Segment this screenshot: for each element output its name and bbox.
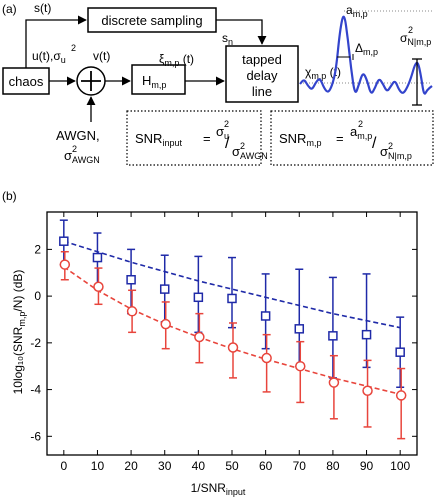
correlation-waveform bbox=[299, 15, 433, 95]
snr-mp-eq: = bbox=[336, 131, 344, 146]
u-sigma-sup: 2 bbox=[71, 43, 76, 53]
xi-label: ξm,p (t) bbox=[159, 52, 194, 68]
blue-data-point bbox=[395, 347, 405, 357]
u-t-label: u(t),σu bbox=[32, 49, 66, 65]
arrow-chaos-to-sampling bbox=[25, 15, 87, 68]
red-data-point bbox=[261, 352, 272, 364]
blue-data-point bbox=[294, 324, 305, 334]
x-tick-label: 30 bbox=[158, 459, 172, 473]
x-tick-label: 100 bbox=[390, 459, 410, 473]
y-tick-label: 0 bbox=[34, 289, 41, 303]
arrow-sampling-to-tdl bbox=[216, 19, 267, 45]
red-data-point bbox=[227, 342, 239, 353]
blue-data-point bbox=[328, 331, 338, 341]
chaos-label: chaos bbox=[9, 74, 44, 89]
snr-input-den: σAWGN bbox=[232, 144, 268, 161]
plot-frame bbox=[46, 211, 418, 456]
snr-mp-box bbox=[270, 110, 434, 166]
snr-input-eq: = bbox=[203, 131, 211, 146]
x-tick-label: 50 bbox=[225, 459, 239, 473]
filter-block bbox=[131, 64, 186, 95]
chaos-block bbox=[2, 67, 50, 95]
blue-data-point bbox=[193, 292, 204, 303]
red-data-point bbox=[194, 331, 205, 343]
panel-b-label: (b) bbox=[2, 189, 17, 203]
red-data-point bbox=[362, 385, 373, 396]
s-n-label: sn bbox=[222, 31, 233, 47]
filter-label: Hm,p bbox=[142, 73, 166, 90]
y-tick-label: -4 bbox=[30, 383, 41, 397]
snr-mp-den-sup: 2 bbox=[388, 141, 393, 151]
tdl-label-3: line bbox=[252, 84, 272, 99]
snr-input-den-sup: 2 bbox=[240, 141, 245, 151]
red-data-point bbox=[126, 306, 138, 317]
blue-data-point bbox=[227, 293, 237, 304]
awgn-sigma-label: σAWGN bbox=[64, 148, 100, 165]
tdl-label-2: delay bbox=[246, 68, 278, 83]
peak-amplitude-label: am,p bbox=[346, 3, 368, 19]
discrete-sampling-block bbox=[87, 7, 217, 33]
snr-mp-slash: / bbox=[372, 135, 377, 152]
y-tick-label: 2 bbox=[34, 242, 41, 256]
blue-data-point bbox=[159, 284, 170, 294]
blue-data-point bbox=[59, 236, 69, 246]
red-data-point bbox=[59, 259, 71, 270]
blue-data-point bbox=[361, 329, 372, 340]
delta-label: Δm,p bbox=[355, 41, 378, 57]
red-data-point bbox=[395, 390, 407, 401]
snr-input-num-sup: 2 bbox=[224, 119, 229, 129]
snr-mp-num-sup: 2 bbox=[358, 119, 363, 129]
x-tick-label: 90 bbox=[360, 459, 374, 473]
x-tick-label: 70 bbox=[293, 459, 307, 473]
v-t-label: v(t) bbox=[93, 49, 110, 63]
awgn-sigma-sup: 2 bbox=[72, 144, 77, 154]
y-tick-label: -2 bbox=[30, 336, 41, 350]
x-tick-label: 20 bbox=[124, 459, 138, 473]
panel-a: (a) chaos discrete sampling Hm,p tapped … bbox=[2, 1, 434, 166]
x-tick-label: 40 bbox=[192, 459, 206, 473]
snr-input-box bbox=[126, 110, 262, 166]
x-tick-label: 80 bbox=[326, 459, 340, 473]
x-tick-label: 60 bbox=[259, 459, 273, 473]
snr-input-slash: / bbox=[225, 135, 230, 152]
blue-data-point bbox=[260, 311, 271, 321]
tapped-delay-line-block bbox=[225, 45, 299, 103]
chi-label: χm,p (t) bbox=[305, 65, 341, 81]
snr-input-lhs: SNRinput bbox=[135, 131, 182, 148]
snr-mp-lhs: SNRm,p bbox=[279, 131, 321, 148]
red-data-point bbox=[93, 281, 104, 293]
red-data-point bbox=[295, 360, 306, 372]
red-data-point bbox=[160, 318, 171, 330]
x-tick-label: 0 bbox=[60, 459, 67, 473]
snr-mp-den: σN|m,p bbox=[380, 144, 412, 161]
awgn-label: AWGN, bbox=[56, 128, 100, 143]
y-tick-label: -6 bbox=[30, 429, 41, 443]
snr-mp-num: am,p bbox=[350, 124, 372, 141]
blue-data-point bbox=[126, 275, 136, 285]
x-tick-label: 10 bbox=[91, 459, 105, 473]
red-data-point bbox=[328, 377, 340, 388]
discrete-sampling-label: discrete sampling bbox=[101, 13, 202, 28]
chart-y-axis-label: 10log₁₀(SNRm,p/N) (dB) bbox=[11, 270, 27, 395]
snr-input-num: σu bbox=[216, 124, 229, 141]
tdl-label-1: tapped bbox=[242, 52, 282, 67]
panel-a-label: (a) bbox=[2, 2, 17, 16]
blue-data-point bbox=[92, 252, 103, 263]
noise-sigma-label: σN|m,p bbox=[400, 31, 431, 47]
chart-x-axis-label: 1/SNRinput bbox=[191, 481, 246, 497]
noise-sigma-sup: 2 bbox=[408, 25, 413, 35]
s-t-label: s(t) bbox=[34, 1, 51, 15]
blue-fit-curve bbox=[63, 240, 401, 329]
